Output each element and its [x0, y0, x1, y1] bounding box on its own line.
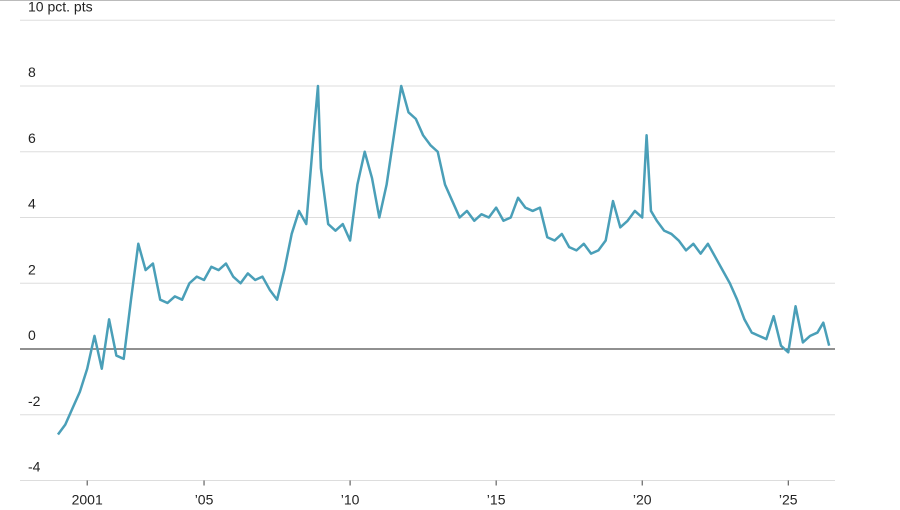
x-tick-label: ’25	[779, 492, 798, 508]
data-line	[56, 84, 831, 436]
y-tick-label: 10 pct. pts	[28, 0, 93, 14]
y-tick-label: 0	[28, 327, 36, 343]
y-tick-label: -2	[28, 393, 41, 409]
y-tick-label: 6	[28, 130, 36, 146]
y-tick-label: -4	[28, 459, 41, 475]
x-tick-label: ’10	[341, 492, 360, 508]
y-tick-label: 8	[28, 64, 36, 80]
x-tick-label: 2001	[72, 492, 103, 508]
x-tick-label: ’15	[487, 492, 506, 508]
x-tick-label: ’20	[633, 492, 652, 508]
y-tick-label: 4	[28, 196, 36, 212]
x-tick-label: ’05	[195, 492, 214, 508]
y-tick-label: 2	[28, 261, 36, 277]
